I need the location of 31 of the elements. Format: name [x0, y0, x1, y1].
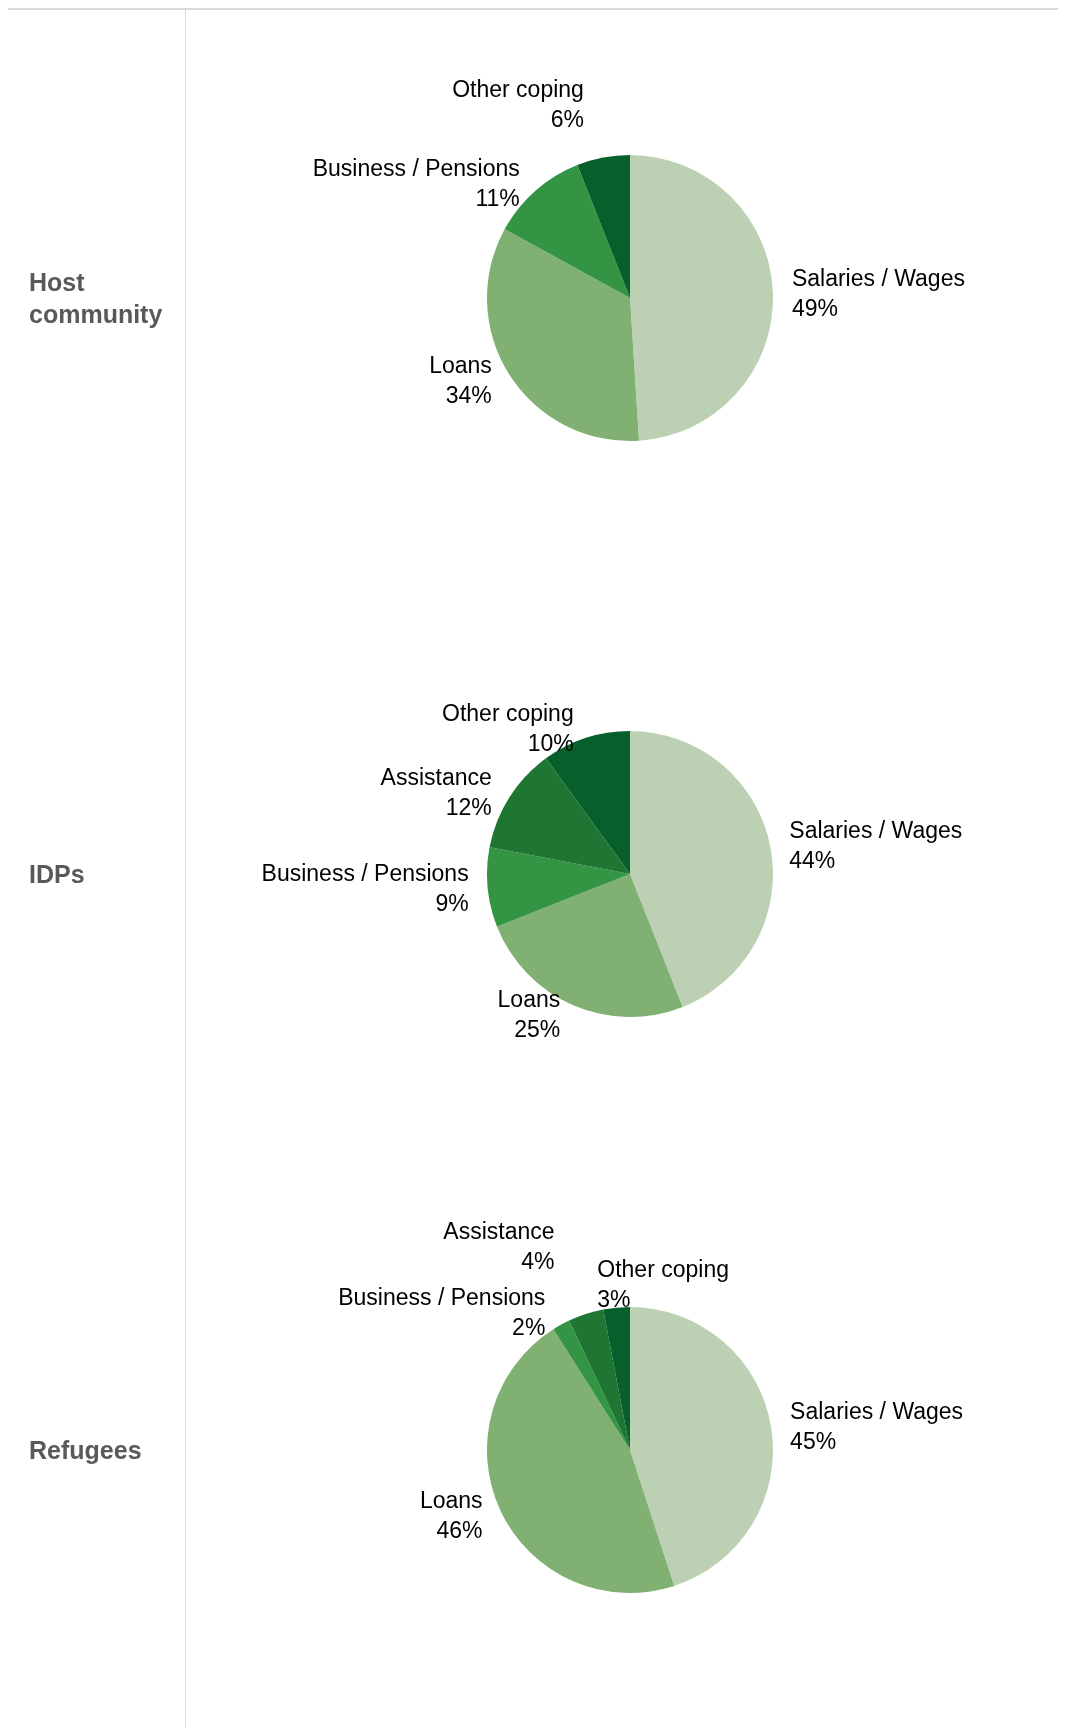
slice-label: Salaries / Wages [790, 1398, 964, 1425]
slice-label: Business / Pensions [338, 1284, 546, 1311]
data-label: 10% [527, 730, 574, 757]
data-label: 2% [512, 1314, 546, 1341]
text: Host community [29, 268, 163, 328]
slice-label: Salaries / Wages [791, 265, 965, 292]
slice-label: Assistance [380, 764, 492, 791]
data-label: 25% [514, 1016, 561, 1043]
slice-label: Salaries / Wages [789, 817, 963, 844]
data-label: 44% [789, 847, 836, 874]
slice-label: Loans [419, 1487, 483, 1514]
data-label: 46% [436, 1517, 483, 1544]
text: Refugees [29, 1436, 142, 1464]
data-label: 9% [435, 890, 469, 917]
slice-label: Other coping [452, 75, 584, 102]
data-label: 12% [445, 794, 492, 821]
data-label: 34% [445, 381, 492, 408]
slice-label: Loans [497, 986, 561, 1013]
slice-label: Other coping [442, 700, 574, 727]
slice-label: Other coping [597, 1255, 729, 1282]
data-label: 49% [791, 295, 838, 322]
data-label: 6% [550, 105, 584, 132]
data-label: 11% [475, 185, 520, 212]
slice-label: Assistance [443, 1217, 555, 1244]
text: IDPs [29, 860, 85, 888]
slice-label: Loans [429, 351, 492, 378]
data-label: 3% [597, 1285, 631, 1312]
slice-label: Business / Pensions [261, 860, 469, 887]
data-label: 45% [790, 1428, 837, 1455]
data-label: 4% [521, 1247, 555, 1274]
slice-label: Business / Pensions [312, 155, 520, 182]
